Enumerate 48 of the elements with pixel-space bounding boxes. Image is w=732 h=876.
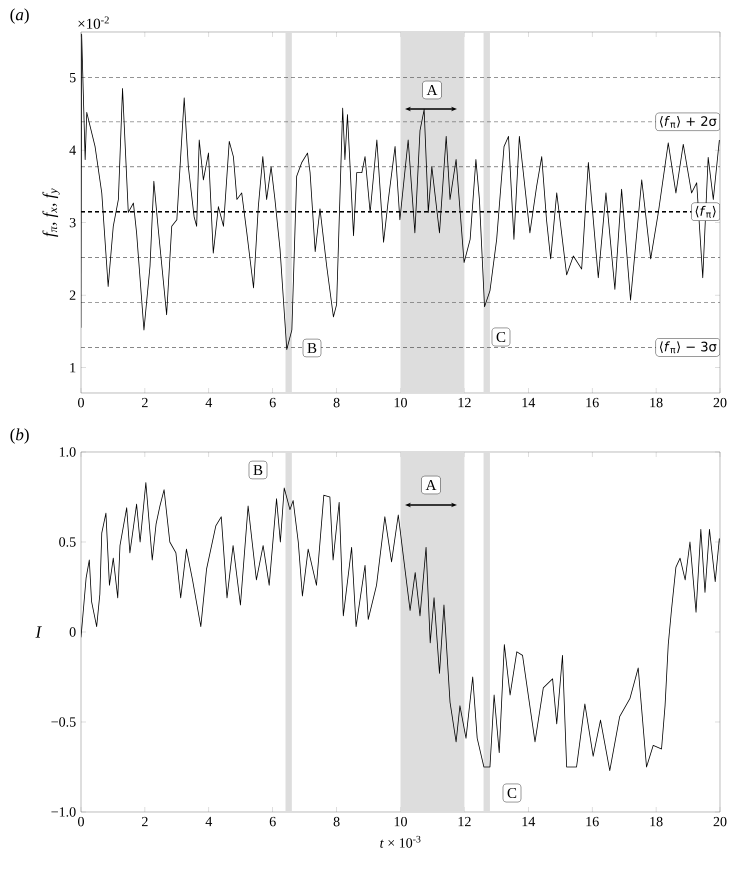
y-tick-label: 3 xyxy=(70,218,76,228)
y-tick-label: 2 xyxy=(70,290,76,300)
x-tick-label: 2 xyxy=(142,816,148,826)
x-tick-label: 10 xyxy=(394,816,408,826)
x-tick-label: 18 xyxy=(650,816,663,826)
annotation: A xyxy=(426,480,436,490)
x-tick-label: 14 xyxy=(522,816,536,826)
y-tick-label: 1 xyxy=(70,362,76,372)
annotation: A xyxy=(426,85,438,95)
x-axis-title: t × 10$^{-3}$ xyxy=(380,836,421,848)
x-tick-label: 12 xyxy=(458,816,471,826)
y-axis-title: I xyxy=(36,626,42,638)
ref-line-label: ⟨f$_{π}$⟩ + 2σ xyxy=(660,116,717,128)
x-tick-label: 8 xyxy=(334,398,340,408)
annotation: C xyxy=(496,332,506,342)
x-tick-label: 0 xyxy=(78,398,84,408)
x-tick-label: 18 xyxy=(650,398,663,408)
annotation: B xyxy=(308,343,316,353)
y-tick-label: 1.0 xyxy=(60,447,76,457)
y-tick-label: 0 xyxy=(70,627,76,637)
chart-title: (a) xyxy=(10,8,29,24)
y-axis-title: f$_{π}$, f$_{x}$, f$_{y}$ xyxy=(42,188,60,237)
annotation: C xyxy=(508,788,516,798)
ref-line-label: ⟨f$_{π}$⟩ xyxy=(696,206,716,218)
x-tick-label: 16 xyxy=(586,398,599,408)
x-tick-label: 0 xyxy=(78,816,84,826)
annotation: B xyxy=(254,465,262,475)
y-tick-label: 4 xyxy=(70,146,76,155)
y-tick-label: 5 xyxy=(70,73,76,82)
x-tick-label: 6 xyxy=(270,816,276,826)
chart-title: (b) xyxy=(10,428,29,444)
line-series xyxy=(81,482,720,771)
x-tick-label: 8 xyxy=(334,816,340,826)
y-tick-label: 0.5 xyxy=(59,537,76,547)
y-tick-label: −0.5 xyxy=(52,717,76,727)
x-tick-label: 20 xyxy=(714,816,727,826)
x-tick-label: 6 xyxy=(270,398,276,408)
x-tick-label: 16 xyxy=(586,816,599,826)
x-tick-label: 14 xyxy=(522,398,536,408)
x-tick-label: 4 xyxy=(206,398,212,408)
ref-line-label: ⟨f$_{π}$⟩ − 3σ xyxy=(660,341,717,354)
x-tick-label: 2 xyxy=(142,398,148,408)
x-tick-label: 10 xyxy=(394,398,408,408)
y-tick-label: −1.0 xyxy=(52,807,76,817)
x-tick-label: 4 xyxy=(206,816,212,826)
x-tick-label: 20 xyxy=(714,398,727,408)
x-tick-label: 12 xyxy=(458,398,471,408)
text: ×10$^{-2}$ xyxy=(78,16,109,29)
